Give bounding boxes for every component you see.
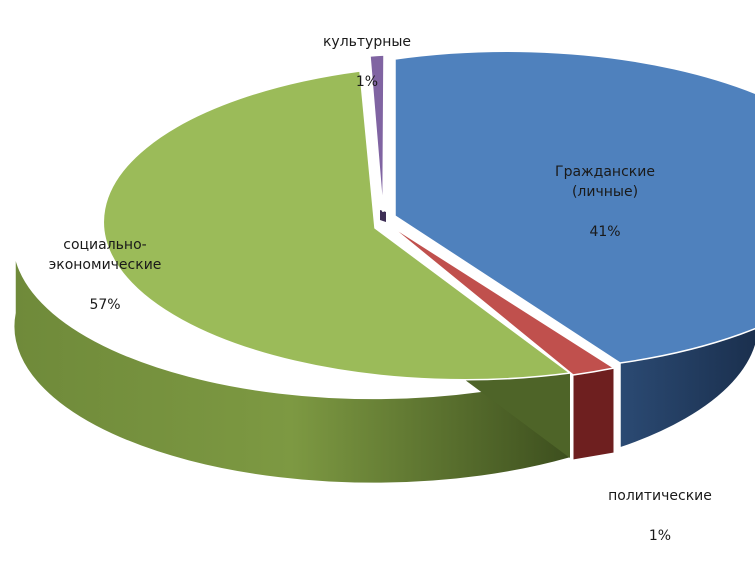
label-civil-value: 41% — [589, 224, 621, 240]
slice-socio-economic-top — [102, 70, 572, 381]
slice-political-top — [387, 223, 616, 376]
slice-cultural — [369, 54, 386, 222]
slice-civil-top — [394, 50, 755, 364]
pie-chart — [12, 50, 755, 485]
slice-cultural-side — [380, 210, 386, 222]
label-cultural-name: культурные — [322, 34, 412, 50]
label-civil: Гражданские (личные) 41% — [525, 142, 685, 262]
label-socio-economic: социально- экономические 57% — [10, 215, 200, 335]
label-political-value: 1% — [648, 528, 672, 544]
slice-political — [387, 223, 616, 461]
label-civil-name: Гражданские (личные) — [555, 164, 655, 200]
slice-civil — [394, 50, 755, 450]
label-political-name: политические — [608, 488, 712, 504]
slice-political-side — [572, 367, 615, 461]
label-socio-economic-name: социально- экономические — [48, 237, 162, 273]
slice-cultural-top — [369, 54, 385, 213]
label-socio-economic-value: 57% — [89, 297, 121, 313]
slice-socio-economic — [12, 70, 572, 485]
label-cultural-value: 1% — [355, 74, 379, 90]
label-cultural: культурные 1% — [292, 12, 442, 112]
label-political: политические 1% — [585, 466, 735, 566]
